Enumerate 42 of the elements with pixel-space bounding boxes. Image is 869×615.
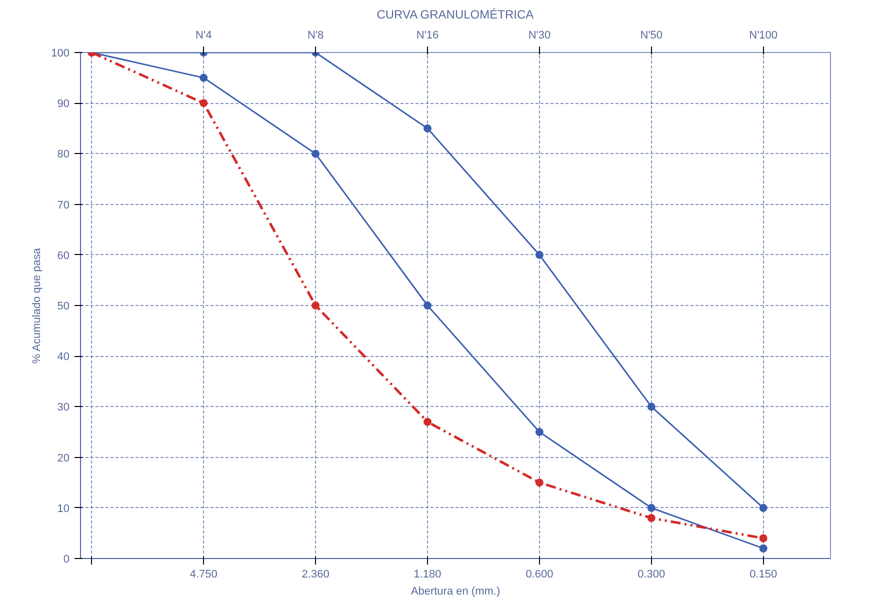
x-axis-title: Abertura en (mm.) [410,586,500,598]
y-tick-label: 50 [57,300,70,312]
point [200,99,208,108]
point [424,124,432,132]
x-tick-label: 1.180 [414,568,442,580]
point [647,402,656,411]
x-tick-label: 0.150 [750,568,778,580]
point [424,418,432,426]
chart-title: CURVA GRANULOMÉTRICA [376,8,534,22]
y-tick-label: 70 [57,199,70,212]
point [759,534,768,542]
point [424,302,432,310]
annotation: N'50 [640,30,663,42]
annotation: N'30 [528,30,551,42]
y-tick-label: 20 [57,452,70,464]
point [759,544,768,552]
annotation: N'100 [749,30,778,42]
point [535,250,544,259]
y-tick-label: 80 [57,148,70,161]
y-tick-label: 100 [51,48,70,60]
y-tick-label: 40 [57,351,70,364]
point [647,514,656,522]
point [535,428,544,436]
x-tick-label: 2.360 [302,568,330,580]
point [312,302,320,310]
point [200,74,208,82]
point [312,150,320,158]
x-tick-label: 4.750 [190,568,218,580]
x-tick-label: 0.600 [526,568,554,580]
y-axis-title: % Acumulado que pasa [31,247,44,364]
point [535,478,544,487]
y-tick-label: 10 [57,502,70,515]
point [759,504,768,512]
y-tick-label: 60 [57,250,70,262]
y-tick-label: 0 [63,554,70,566]
annotation: N'8 [307,30,324,42]
y-tick-label: 30 [57,402,70,414]
annotation: N'4 [196,30,212,42]
annotation: N'16 [416,30,439,42]
y-tick-label: 90 [57,98,70,110]
x-tick-label: 0.300 [638,568,666,580]
point [647,504,656,512]
